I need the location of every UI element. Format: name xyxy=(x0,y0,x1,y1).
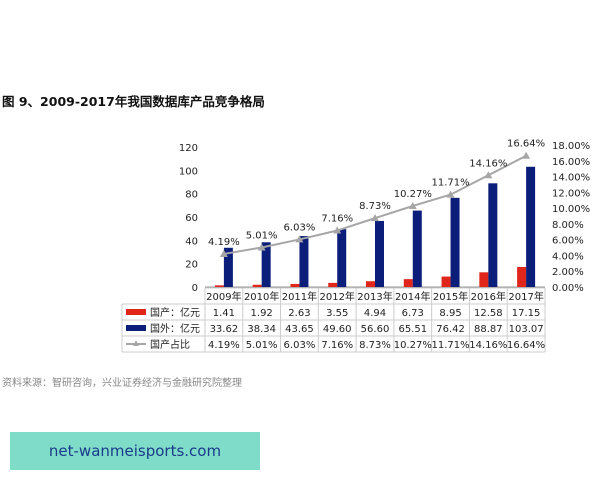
y-right-tick: 16.00% xyxy=(552,157,590,168)
y-left-tick: 100 xyxy=(179,166,198,177)
data-label-share: 14.16% xyxy=(469,158,507,169)
bar-foreign xyxy=(526,166,536,287)
legend-swatch xyxy=(126,325,146,331)
bar-foreign xyxy=(299,236,309,287)
table-cell: 8.95 xyxy=(439,308,461,319)
point-share xyxy=(522,151,531,159)
bar-foreign xyxy=(261,242,271,287)
chart: 0 20 40 60 80 100 120 0.00% 2.00% 4.00% 6.00% 8.00%… xyxy=(121,139,590,353)
point-share xyxy=(333,226,342,234)
table-cell: 65.51 xyxy=(398,324,427,335)
table-cell: 6.03% xyxy=(284,340,316,351)
y-right-tick: 2.00% xyxy=(552,267,584,278)
data-label-share: 5.01% xyxy=(246,230,278,241)
bar-domestic xyxy=(252,284,262,287)
bar-domestic xyxy=(441,276,451,287)
table-cell: 1.92 xyxy=(251,308,273,319)
table-cell: 38.34 xyxy=(247,324,276,335)
table-cell: 5.01% xyxy=(246,340,278,351)
x-tick-label: 2010年 xyxy=(244,290,279,303)
point-share xyxy=(446,190,455,198)
bar-domestic xyxy=(328,282,338,287)
point-share xyxy=(484,171,493,179)
data-label-share: 10.27% xyxy=(394,189,432,200)
legend-marker xyxy=(133,340,139,346)
source-note: 资料来源：智研咨询，兴业证券经济与金融研究院整理 xyxy=(2,378,242,389)
y-left-tick: 80 xyxy=(185,190,198,201)
table-cell: 33.62 xyxy=(210,324,239,335)
table-cell: 56.60 xyxy=(361,324,390,335)
bar-foreign xyxy=(223,247,233,287)
x-tick-label: 2017年 xyxy=(508,290,543,303)
x-tick-label: 2014年 xyxy=(395,290,430,303)
y-left-tick: 60 xyxy=(185,213,198,224)
data-label-share: 7.16% xyxy=(321,214,353,225)
bar-domestic xyxy=(290,283,300,287)
x-tick-label: 2013年 xyxy=(357,290,392,303)
point-share xyxy=(408,201,417,209)
table-cell: 43.65 xyxy=(285,324,314,335)
y-right-tick: 12.00% xyxy=(552,188,590,199)
bar-domestic xyxy=(214,285,224,287)
table-cell: 8.73% xyxy=(359,340,391,351)
table-cell: 103.07 xyxy=(509,324,544,335)
y-right-tick: 8.00% xyxy=(552,220,584,231)
bar-foreign xyxy=(412,210,422,287)
table-cell: 1.41 xyxy=(213,308,235,319)
table-cell: 12.58 xyxy=(474,308,503,319)
table-cell: 17.15 xyxy=(512,308,541,319)
bar-foreign xyxy=(450,197,460,287)
bar-foreign xyxy=(337,229,347,287)
table-cell: 4.19% xyxy=(208,340,240,351)
table-cell: 10.27% xyxy=(394,340,432,351)
bar-foreign xyxy=(375,220,384,287)
y-left-tick: 20 xyxy=(185,260,198,271)
table-cell: 49.60 xyxy=(323,324,352,335)
legend-label: 国产占比 xyxy=(150,338,190,351)
data-label-share: 4.19% xyxy=(208,237,240,248)
legend-label: 国外：亿元 xyxy=(150,322,200,335)
y-right-tick: 0.00% xyxy=(552,283,584,294)
point-share xyxy=(295,235,304,243)
table-cell: 3.55 xyxy=(326,308,348,319)
x-tick-label: 2015年 xyxy=(433,290,468,303)
bar-domestic xyxy=(366,281,375,287)
legend-swatch xyxy=(126,309,146,315)
point-share xyxy=(257,243,266,251)
legend-label: 国产：亿元 xyxy=(150,306,200,319)
bar-domestic xyxy=(479,272,489,287)
y-right-tick: 10.00% xyxy=(552,204,590,215)
point-share xyxy=(371,214,379,222)
x-tick-label: 2016年 xyxy=(471,290,506,303)
table-cell: 76.42 xyxy=(436,324,465,335)
bar-foreign xyxy=(488,183,498,287)
x-tick-label: 2011年 xyxy=(282,290,317,303)
bar-domestic xyxy=(517,266,527,287)
table-cell: 7.16% xyxy=(321,340,353,351)
table-cell: 4.94 xyxy=(364,308,386,319)
figure-title: 图 9、2009-2017年我国数据库产品竞争格局 xyxy=(2,94,265,109)
y-left-tick: 0 xyxy=(192,283,198,294)
watermark-banner: net-wanmeisports.com xyxy=(10,432,260,470)
y-right-tick: 18.00% xyxy=(552,141,590,152)
data-label-share: 6.03% xyxy=(284,222,316,233)
table-cell: 88.87 xyxy=(474,324,503,335)
table-cell: 6.73 xyxy=(402,308,424,319)
y-left-tick: 120 xyxy=(179,143,198,154)
x-tick-label: 2009年 xyxy=(206,290,241,303)
table-cell: 2.63 xyxy=(288,308,310,319)
y-right-tick: 14.00% xyxy=(552,173,590,184)
table-cell: 16.64% xyxy=(507,340,545,351)
y-right-tick: 4.00% xyxy=(552,251,584,262)
bar-domestic xyxy=(403,279,413,287)
y-left-tick: 40 xyxy=(185,236,198,247)
x-tick-label: 2012年 xyxy=(319,290,354,303)
data-label-share: 8.73% xyxy=(359,201,391,212)
y-right-tick: 6.00% xyxy=(552,236,584,247)
table-cell: 11.71% xyxy=(431,340,469,351)
table-cell: 14.16% xyxy=(469,340,507,351)
data-label-share: 11.71% xyxy=(431,178,469,189)
point-share xyxy=(219,249,228,257)
data-label-share: 16.64% xyxy=(507,139,545,150)
